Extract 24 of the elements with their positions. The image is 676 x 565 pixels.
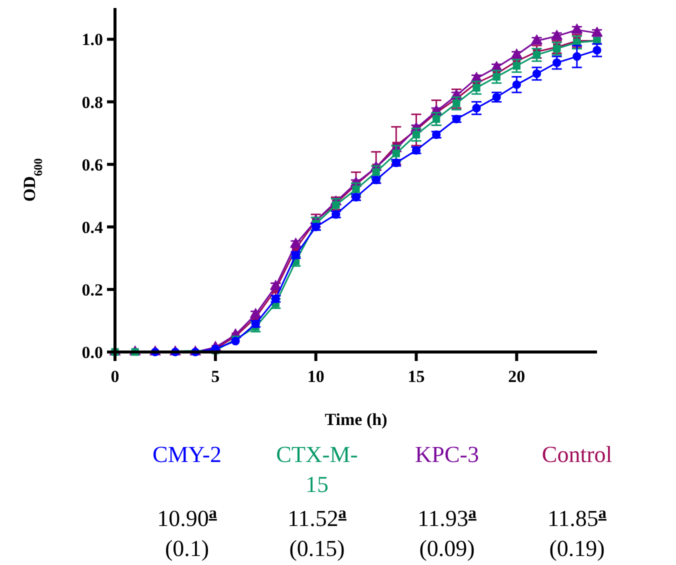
y-tick-label: 0.0 (82, 342, 103, 362)
text: KPC-3 (415, 442, 479, 467)
text: CMY-2 (152, 442, 222, 467)
x-tick-label: 20 (508, 367, 526, 386)
text: 10.90$^{a}$ (157, 504, 217, 531)
y-tick-label: 0.8 (82, 92, 103, 112)
text: 11.52$^{a}$ (288, 504, 346, 531)
text: (0.19) (549, 536, 605, 561)
x-tick-label: 15 (408, 367, 425, 386)
text: Control (542, 442, 612, 467)
text: CTX-M-15 (276, 442, 358, 497)
text: 11.85$^{a}$ (548, 504, 606, 531)
x-tick-label: 10 (307, 367, 324, 386)
x-tick-label: 5 (211, 367, 220, 386)
x-tick-label: 0 (110, 367, 120, 386)
y-tick-label: 0.4 (82, 218, 104, 237)
text: (0.15) (289, 536, 345, 561)
y-tick-label: 0.2 (82, 280, 103, 300)
x-axis-title: Time (h) (324, 410, 388, 429)
text: 11.93$^{a}$ (418, 504, 476, 531)
y-tick-label: 0.6 (82, 155, 103, 174)
y-tick-label: 1.0 (82, 30, 103, 50)
text: (0.1) (164, 536, 210, 561)
text: (0.09) (419, 536, 475, 561)
